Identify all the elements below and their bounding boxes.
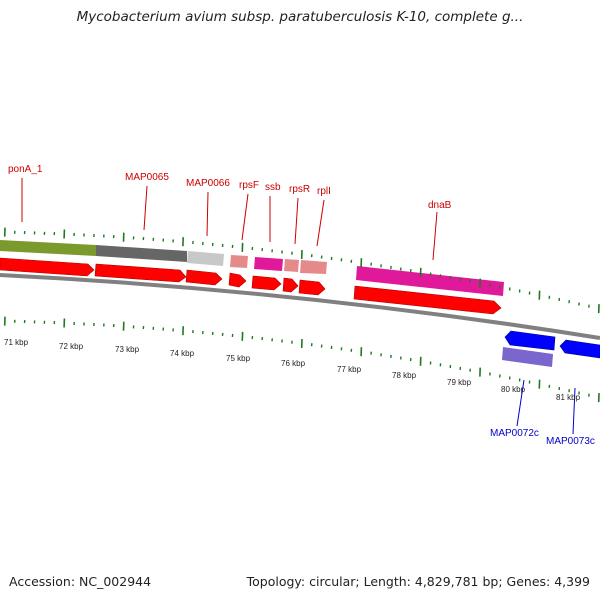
gene-label-MAP0066: MAP0066 <box>186 178 230 189</box>
category-block-rplI <box>300 260 327 274</box>
reverse-strand-genes <box>504 330 600 359</box>
leader-line-MAP0073c <box>572 387 576 435</box>
gene-label-MAP0073c: MAP0073c <box>546 436 595 447</box>
kbp-label-80: 80 kbp <box>501 385 526 394</box>
gene-arrow-ponA_1 <box>0 257 95 277</box>
leader-line-MAP0072c <box>516 379 525 427</box>
leader-line-MAP0065 <box>143 185 148 231</box>
kbp-label-74: 74 kbp <box>170 349 195 358</box>
genome-summary-text: Topology: circular; Length: 4,829,781 bp… <box>246 574 590 589</box>
kbp-label-76: 76 kbp <box>281 359 306 368</box>
gene-arrow-rpsR <box>282 277 299 293</box>
gene-arrow-MAP0072c <box>504 330 556 351</box>
leader-line-dnaB <box>432 211 438 261</box>
category-block-rpsR <box>284 259 299 272</box>
category-block-dnaB <box>356 266 504 296</box>
gene-label-rpsR: rpsR <box>289 184 310 195</box>
category-block-MAP0066 <box>187 251 224 266</box>
gene-label-MAP0065: MAP0065 <box>125 172 169 183</box>
lower-tick-ring <box>3 316 600 403</box>
gene-arrow-MAP0066 <box>185 269 223 286</box>
gene-arrow-rpsF <box>228 272 247 288</box>
accession-text: Accession: NC_002944 <box>9 574 152 589</box>
kbp-label-79: 79 kbp <box>447 378 472 387</box>
leader-line-MAP0066 <box>206 191 209 237</box>
gene-arrow-dnaB <box>353 285 502 315</box>
label-leader-lines <box>21 178 576 435</box>
kbp-label-73: 73 kbp <box>115 345 140 354</box>
gene-label-ponA_1: ponA_1 <box>8 164 43 175</box>
category-block-MAP0065 <box>96 245 187 262</box>
kbp-label-72: 72 kbp <box>59 342 84 351</box>
gene-label-rpsF: rpsF <box>239 180 259 191</box>
gene-label-MAP0072c: MAP0072c <box>490 428 539 439</box>
category-block-MAP0072c <box>502 347 553 367</box>
leader-line-rplI <box>316 199 325 247</box>
kbp-label-81: 81 kbp <box>556 393 581 402</box>
kbp-label-77: 77 kbp <box>337 365 362 374</box>
gene-arrow-MAP0073c <box>559 339 600 359</box>
gene-label-ssb: ssb <box>265 182 281 193</box>
gene-arrow-rplI <box>298 279 326 296</box>
leader-line-rpsF <box>241 193 249 241</box>
upper-tick-ring <box>3 227 600 314</box>
leader-line-rpsR <box>294 197 299 245</box>
category-block-rpsF <box>230 255 248 268</box>
kbp-label-71: 71 kbp <box>4 338 29 347</box>
feature-category-ring <box>0 240 553 367</box>
category-block-ssb <box>254 257 283 271</box>
map-title: Mycobacterium avium subsp. paratuberculo… <box>76 9 524 25</box>
gene-arrow-MAP0065 <box>94 263 187 283</box>
category-block-ponA_1 <box>0 240 96 256</box>
genome-backbone <box>0 273 600 340</box>
forward-strand-genes <box>0 257 502 315</box>
gene-label-rplI: rplI <box>317 186 331 197</box>
kbp-label-75: 75 kbp <box>226 354 251 363</box>
kbp-label-78: 78 kbp <box>392 371 417 380</box>
gene-arrow-ssb <box>251 275 282 291</box>
gene-label-dnaB: dnaB <box>428 200 452 211</box>
